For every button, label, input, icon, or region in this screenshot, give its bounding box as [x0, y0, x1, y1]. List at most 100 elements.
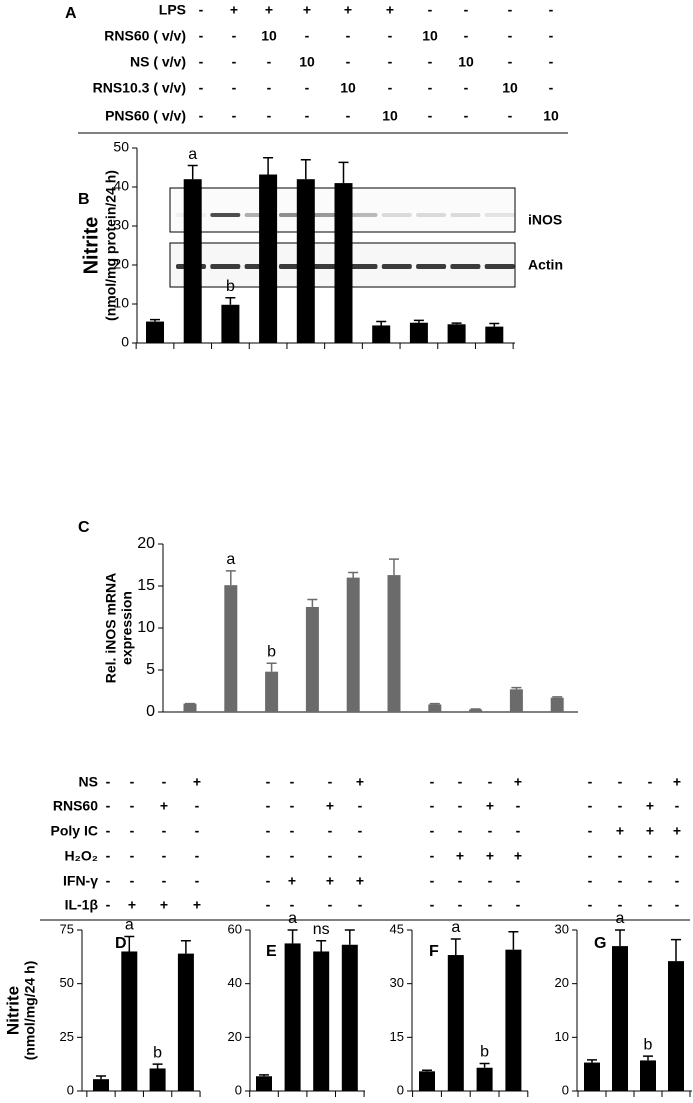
y-axis-label: (nmol/mg protein/24 h)	[103, 170, 119, 321]
cell: -	[266, 848, 271, 864]
cell: -	[388, 80, 393, 96]
cell: -	[232, 54, 237, 70]
bar	[476, 1067, 493, 1091]
error-bar	[451, 322, 462, 325]
band	[210, 264, 241, 269]
cell: +	[514, 774, 522, 790]
cell: +	[646, 823, 654, 839]
cell: -	[430, 873, 435, 889]
error-bar	[180, 939, 191, 954]
bar	[584, 1062, 600, 1091]
cell: -	[199, 2, 204, 18]
significance-label: a	[616, 910, 625, 927]
cell: -	[588, 823, 593, 839]
panel-label: F	[429, 943, 439, 960]
y-tick-label: 10	[555, 1029, 569, 1044]
cell: +	[193, 774, 201, 790]
y-tick-label: 30	[113, 217, 129, 233]
y-tick-label: 5	[146, 661, 155, 678]
bar	[485, 326, 504, 343]
y-tick-label: 0	[121, 334, 129, 350]
cell: -	[464, 2, 469, 18]
cell: -	[106, 798, 111, 814]
band	[484, 213, 515, 217]
cell: +	[265, 2, 273, 18]
error-bar	[344, 929, 355, 945]
error-bar	[552, 696, 563, 698]
significance-label: a	[188, 146, 197, 163]
bar	[256, 1076, 272, 1091]
bar	[305, 607, 319, 712]
cell: -	[588, 897, 593, 913]
bar	[221, 304, 240, 343]
significance-label: b	[480, 1044, 489, 1061]
significance-label: a	[125, 917, 134, 934]
cell: -	[106, 774, 111, 790]
row-label: RNS10.3 ( v/v)	[93, 80, 186, 96]
y-tick-label: 20	[555, 975, 569, 990]
panel-label: E	[266, 943, 277, 960]
cell: -	[290, 798, 295, 814]
cell: -	[267, 108, 272, 124]
cell: -	[464, 80, 469, 96]
row-label: IL-1β	[65, 897, 99, 913]
error-bar	[316, 939, 327, 952]
cell: 10	[340, 80, 356, 96]
row-label: Poly IC	[51, 823, 98, 839]
cell: -	[290, 897, 295, 913]
cell: -	[106, 848, 111, 864]
cell: -	[648, 897, 653, 913]
band	[381, 264, 412, 269]
bar	[372, 325, 391, 343]
cell: -	[266, 798, 271, 814]
error-bar	[259, 1074, 269, 1077]
significance-label: b	[153, 1044, 162, 1061]
y-tick-label: 10	[113, 295, 129, 311]
cell: +	[288, 873, 296, 889]
bar	[284, 943, 301, 1091]
cell: -	[162, 823, 167, 839]
significance-label: a	[288, 910, 297, 927]
row-label: LPS	[159, 2, 186, 18]
cell: -	[458, 897, 463, 913]
cell: 10	[502, 80, 518, 96]
cell: -	[199, 54, 204, 70]
y-tick-label: 30	[390, 975, 404, 990]
cell: 10	[422, 28, 438, 44]
significance-label: b	[267, 643, 276, 660]
cell: -	[346, 54, 351, 70]
cell: -	[232, 80, 237, 96]
cell: -	[675, 798, 680, 814]
cell: -	[458, 774, 463, 790]
cell: +	[230, 2, 238, 18]
cell: -	[516, 823, 521, 839]
cell: -	[130, 823, 135, 839]
significance-label: b	[644, 1036, 653, 1053]
bar	[640, 1060, 656, 1091]
bar	[296, 179, 315, 343]
cell: -	[328, 774, 333, 790]
error-bar	[152, 1063, 163, 1069]
cell: -	[305, 28, 310, 44]
cell: -	[488, 897, 493, 913]
band	[210, 213, 241, 217]
band	[416, 213, 447, 217]
significance-label: b	[226, 278, 235, 295]
panel-label: B	[78, 191, 90, 208]
y-tick-label: 15	[137, 577, 155, 594]
cell: 10	[543, 108, 559, 124]
cell: -	[488, 774, 493, 790]
bar	[93, 1079, 109, 1091]
y-tick-label: 20	[137, 535, 155, 552]
bar	[146, 321, 164, 343]
cell: -	[328, 848, 333, 864]
cell: -	[618, 774, 623, 790]
cell: -	[618, 897, 623, 913]
error-bar	[376, 320, 387, 326]
cell: -	[588, 774, 593, 790]
bar	[612, 946, 628, 1091]
cell: 10	[458, 54, 474, 70]
cell: 10	[299, 54, 315, 70]
bar	[334, 183, 353, 343]
bar	[409, 322, 428, 343]
